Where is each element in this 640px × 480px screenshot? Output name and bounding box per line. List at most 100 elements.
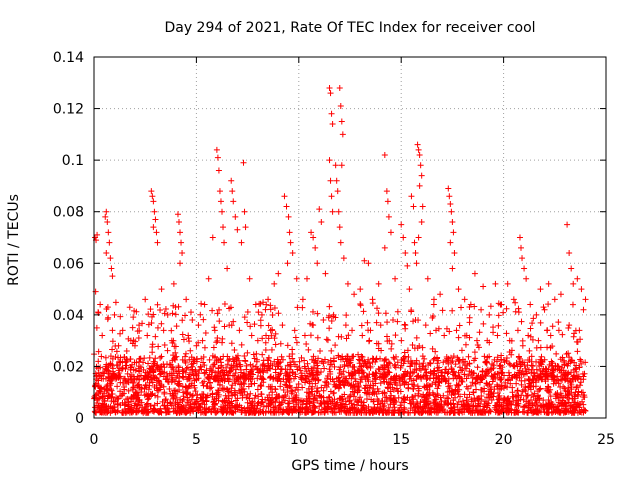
data-point [531,390,538,397]
data-point [295,386,302,393]
data-point [213,146,220,153]
data-point [412,249,419,256]
data-point [183,296,190,303]
data-point [98,405,105,412]
data-point [498,369,505,376]
data-point [242,224,249,231]
data-point [216,306,223,313]
data-point [358,376,365,383]
data-point [117,388,124,395]
data-point [394,318,401,325]
data-point [364,319,371,326]
data-point [97,301,104,308]
data-point [320,360,327,367]
data-point [155,409,162,416]
data-point [428,409,435,416]
data-point [275,270,282,277]
data-point [237,390,244,397]
data-point [437,291,444,298]
data-point [541,306,548,313]
data-point [107,255,114,262]
data-point [275,375,282,382]
data-point [347,392,354,399]
data-point [335,404,342,411]
data-point [147,306,154,313]
data-point [390,317,397,324]
data-point [520,371,527,378]
data-point [139,320,146,327]
data-point [158,363,165,370]
data-point [449,357,456,364]
data-point [469,409,476,416]
data-point [472,380,479,387]
data-point [105,364,112,371]
data-point [536,362,543,369]
data-point [572,389,579,396]
data-point [318,384,325,391]
data-point [398,221,405,228]
y-tick-label: 0.02 [53,359,84,375]
data-point [445,360,452,367]
data-point [401,349,408,356]
data-point [244,308,251,315]
data-point [103,385,110,392]
data-point [569,301,576,308]
data-point [444,389,451,396]
data-point [381,363,388,370]
data-point [489,361,496,368]
data-point [276,402,283,409]
data-point [566,249,573,256]
data-point [141,355,148,362]
data-point [416,151,423,158]
data-point [549,343,556,350]
data-point [221,385,228,392]
data-point [158,320,165,327]
data-point [275,310,282,317]
data-point [447,239,454,246]
data-point [100,401,107,408]
data-point [124,370,131,377]
data-point [244,319,251,326]
data-point [332,383,339,390]
data-point [439,307,446,314]
data-point [484,382,491,389]
data-point [248,332,255,339]
data-point [130,314,137,321]
data-point [278,353,285,360]
data-point [331,409,338,416]
data-point [265,362,272,369]
data-point [413,357,420,364]
data-point [299,296,306,303]
data-point [574,275,581,282]
data-point [548,371,555,378]
data-point [356,357,363,364]
data-point [263,301,270,308]
data-point [426,389,433,396]
data-point [178,406,185,413]
data-point [349,371,356,378]
data-point [414,141,421,148]
data-point [290,375,297,382]
data-point [542,373,549,380]
data-point [324,398,331,405]
data-point [516,374,523,381]
data-point [328,110,335,117]
data-point [561,375,568,382]
data-point [469,374,476,381]
data-point [224,361,231,368]
data-point [356,370,363,377]
data-point [142,296,149,303]
data-point [114,362,121,369]
data-point [301,357,308,364]
data-point [131,307,138,314]
data-point [281,193,288,200]
data-point [109,338,116,345]
data-point [542,385,549,392]
data-point [491,371,498,378]
data-point [341,361,348,368]
data-point [265,322,272,329]
data-point [197,311,204,318]
data-point [518,381,525,388]
data-point [102,213,109,220]
data-point [506,372,513,379]
